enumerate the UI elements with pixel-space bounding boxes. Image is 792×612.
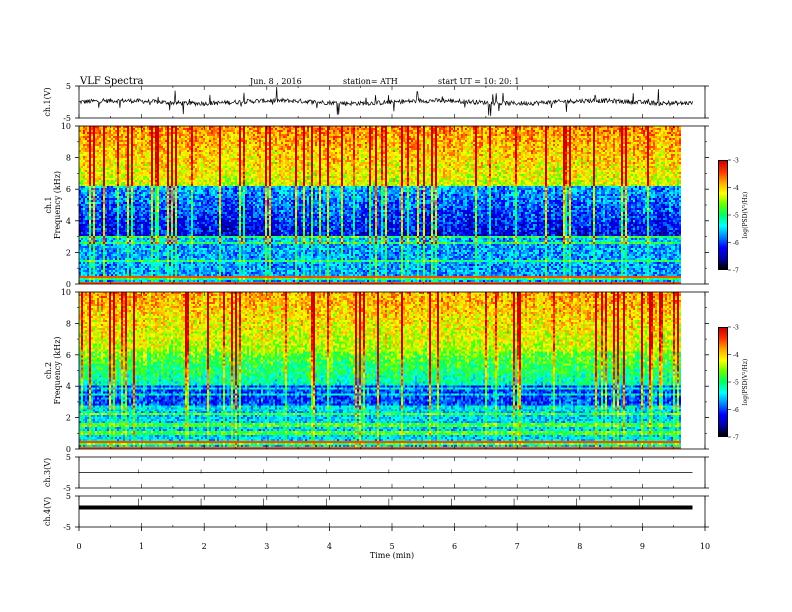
ch1-frequency-label: Frequency (kHz): [53, 171, 62, 239]
figure-title: VLF Spectra: [79, 76, 144, 87]
y-tick-label: 8: [66, 154, 71, 163]
y-tick-label: 0: [66, 445, 71, 454]
x-tick-label: 10: [700, 542, 710, 551]
colorbar-tick-label: -4: [733, 352, 739, 359]
date-label: Jun. 8 , 2016: [249, 77, 302, 86]
y-tick-label: 6: [66, 351, 71, 360]
ch2-frequency-label: Frequency (kHz): [53, 336, 62, 404]
x-tick-label: 3: [264, 542, 269, 551]
y-tick-label: 2: [66, 414, 71, 423]
colorbar-tick-label: -3: [733, 325, 739, 332]
y-tick-label: 0: [66, 280, 71, 289]
panel-frame-5: [78, 495, 706, 528]
colorbar-tick-label: -5: [733, 213, 739, 220]
x-tick-label: 1: [139, 542, 144, 551]
station-label: station= ATH: [343, 77, 398, 86]
colorbar-tick-label: -7: [733, 268, 739, 275]
x-tick-label: 5: [389, 542, 394, 551]
y-tick-label: 10: [61, 288, 71, 297]
y-tick-label: 5: [66, 453, 71, 462]
x-tick-label: 6: [452, 542, 457, 551]
ch2-channel-label: ch.2: [44, 362, 53, 379]
y-tick-label: -5: [63, 484, 71, 493]
x-tick-label: 8: [577, 542, 582, 551]
start-time-label: start UT = 10: 20: 1: [438, 77, 519, 86]
y-tick-label: 10: [61, 122, 71, 131]
ch1-spectrogram-image: [79, 126, 693, 284]
y-tick-label: -5: [63, 523, 71, 532]
y-tick-label: -5: [63, 114, 71, 123]
waveform-ylabel-4: ch.3(V): [43, 458, 52, 487]
colorbar-tick-label: -6: [733, 407, 739, 414]
colorbar-tick-label: -3: [733, 158, 739, 165]
colorbar-tick-label: -7: [733, 435, 739, 442]
y-tick-label: 6: [66, 185, 71, 194]
colorbar-tick-label: -4: [733, 185, 739, 192]
y-tick-label: 5: [66, 492, 71, 501]
colorbar-tick-label: -6: [733, 240, 739, 247]
ch2-colorbar: [718, 327, 728, 437]
y-tick-label: 2: [66, 248, 71, 257]
colorbar-tick-label: -5: [733, 380, 739, 387]
x-tick-label: 4: [327, 542, 332, 551]
colorbar-label: log(PSD(V²/Hz): [742, 359, 749, 406]
ch1-waveform-trace: [78, 86, 693, 117]
y-tick-label: 4: [66, 217, 71, 226]
x-tick-label: 0: [76, 542, 81, 551]
ch1-colorbar: [718, 160, 728, 270]
x-tick-label: 9: [640, 542, 645, 551]
y-tick-label: 4: [66, 382, 71, 391]
colorbar-label: log(PSD(V²/Hz): [742, 192, 749, 239]
x-tick-label: 2: [202, 542, 207, 551]
ch1-channel-label: ch.1: [44, 196, 53, 213]
y-tick-label: 8: [66, 319, 71, 328]
waveform-ylabel-1: ch.1(V): [43, 87, 52, 116]
x-tick-label: 7: [515, 542, 520, 551]
ch2-spectrogram-image: [79, 292, 693, 449]
x-axis-label: Time (min): [370, 551, 414, 560]
waveform-ylabel-5: ch.4(V): [43, 497, 52, 526]
y-tick-label: 5: [66, 82, 71, 91]
